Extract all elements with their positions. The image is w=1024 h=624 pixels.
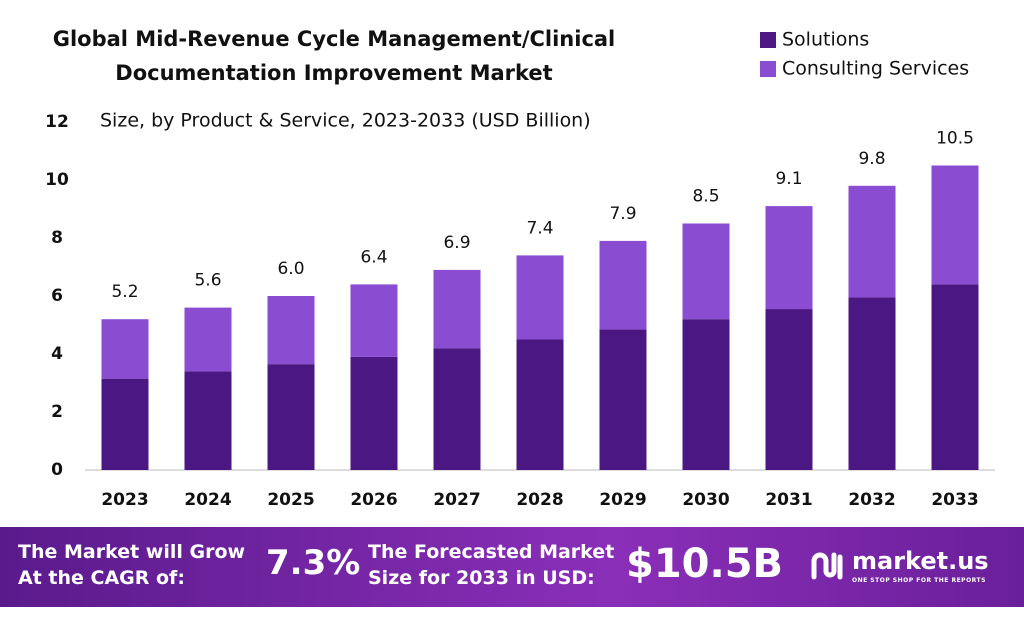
bar-segment xyxy=(433,348,481,470)
bar-segment xyxy=(848,185,896,298)
x-tick-label: 2032 xyxy=(848,490,895,510)
bar-segment xyxy=(931,284,979,470)
bar-segment xyxy=(184,307,232,372)
x-tick-label: 2030 xyxy=(682,490,729,510)
legend-swatch xyxy=(760,61,776,77)
total-label: 6.9 xyxy=(443,233,470,253)
forecast-label: The Forecasted Market Size for 2033 in U… xyxy=(368,541,615,589)
bar-segment xyxy=(931,165,979,285)
cagr-value: 7.3% xyxy=(266,543,361,583)
legend-label: Consulting Services xyxy=(782,58,969,80)
x-tick-label: 2026 xyxy=(350,490,397,510)
y-tick-label: 6 xyxy=(51,286,63,306)
cagr-label: The Market will Grow At the CAGR of: xyxy=(18,541,246,589)
bar-segment xyxy=(516,339,564,470)
y-tick-label: 8 xyxy=(51,228,63,248)
bar-segment xyxy=(433,269,481,349)
x-tick-label: 2033 xyxy=(931,490,978,510)
brand-tagline: ONE STOP SHOP FOR THE REPORTS xyxy=(852,577,986,584)
total-label: 9.8 xyxy=(858,149,885,169)
x-tick-label: 2027 xyxy=(433,490,480,510)
y-tick-label: 10 xyxy=(45,170,69,190)
total-label: 8.5 xyxy=(692,187,719,207)
total-label: 10.5 xyxy=(936,129,974,149)
x-tick-label: 2031 xyxy=(765,490,812,510)
total-label: 6.0 xyxy=(277,259,304,279)
bar-segment xyxy=(848,297,896,470)
chart-subtitle: Size, by Product & Service, 2023-2033 (U… xyxy=(100,110,591,132)
x-tick-label: 2023 xyxy=(101,490,148,510)
bar-segment xyxy=(350,284,398,357)
footer-banner: The Market will Grow At the CAGR of: 7.3… xyxy=(0,527,1024,607)
bar-segment xyxy=(184,371,232,470)
x-tick-label: 2024 xyxy=(184,490,231,510)
bar-segment xyxy=(267,296,315,365)
bar-segment xyxy=(101,378,149,470)
bar-segment xyxy=(682,223,730,320)
bar-segment xyxy=(682,319,730,470)
y-tick-label: 4 xyxy=(51,344,63,364)
total-label: 6.4 xyxy=(360,247,387,267)
y-tick-label: 12 xyxy=(45,112,69,132)
bar-segment xyxy=(765,309,813,470)
legend-label: Solutions xyxy=(782,29,869,51)
forecast-value: $10.5B xyxy=(626,541,784,587)
y-tick-label: 0 xyxy=(51,460,63,480)
total-label: 5.6 xyxy=(194,271,221,291)
bar-segment xyxy=(599,240,647,330)
chart-title: Global Mid-Revenue Cycle Management/Clin… xyxy=(52,27,616,85)
bar-segment xyxy=(267,364,315,470)
bar-segment xyxy=(765,206,813,310)
x-tick-label: 2025 xyxy=(267,490,314,510)
y-tick-label: 2 xyxy=(51,402,63,422)
total-label: 7.4 xyxy=(526,218,553,238)
bar-segment xyxy=(101,319,149,379)
x-tick-label: 2029 xyxy=(599,490,646,510)
total-label: 9.1 xyxy=(775,169,802,189)
total-label: 7.9 xyxy=(609,204,636,224)
total-label: 5.2 xyxy=(111,282,138,302)
brand-name: market.us xyxy=(852,547,989,575)
x-tick-label: 2028 xyxy=(516,490,563,510)
brand-logo xyxy=(811,552,843,580)
bar-segment xyxy=(350,356,398,470)
legend-swatch xyxy=(760,32,776,48)
bar-segment xyxy=(599,329,647,470)
bar-segment xyxy=(516,255,564,340)
